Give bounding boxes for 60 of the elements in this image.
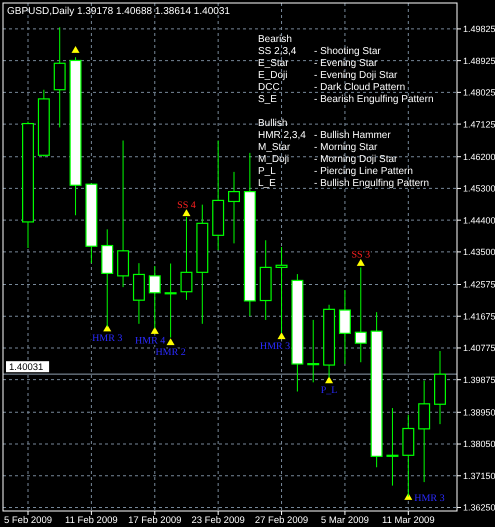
text: E_Star - Evening Star [258,58,378,69]
ref-line-label: 1.40031 [9,362,44,374]
x-tick-label: 5 Mar 2009 [320,515,369,526]
point [72,46,80,53]
annotation: Bearish [258,34,292,45]
text: DCC - Dark Cloud Pattern [258,82,406,93]
y-tick-label: 1.46200 [463,152,495,162]
data-label: HMR 3 [414,493,445,504]
y-tick-label: 1.40775 [463,343,495,354]
y-tick-label: 1.42575 [463,280,495,290]
text: L_E - Bullish Engulfing Pattern [258,178,430,189]
text: M_Doji - Morning Doji Star [258,154,398,165]
y-tick-label: 1.38050 [463,439,495,450]
chart-title: GBPUSD,Daily 1.39178 1.40688 1.38614 1.40031 [7,6,230,17]
point [182,209,190,216]
data-label: HMR 4 [134,336,166,347]
data-label: SS 3 [351,250,370,261]
y-tick-label: 1.43500 [463,247,495,258]
text: E_Doji - Evening Doji Star [258,70,398,81]
y-tick-label: 1.45300 [463,184,495,194]
x-tick-label: 17 Feb 2009 [128,515,182,526]
point [278,332,286,340]
data-label: HMR 3 [260,340,290,352]
candlestick [354,266,367,363]
y-tick-label: 1.48025 [463,88,495,98]
data-label: SS 4 [177,200,196,211]
x-tick-label: 11 Feb 2009 [65,515,118,526]
x-tick-label: 27 Feb 2009 [254,515,308,526]
point [150,326,159,334]
x-tick-label: 11 Mar 2009 [382,515,435,526]
point [356,258,365,266]
candlestick [164,263,177,338]
y-tick-label: 1.48925 [463,56,495,66]
y-tick-label: 1.41675 [463,311,495,322]
y-tick-label: 1.37150 [463,470,495,481]
data-label: HMR 3 [92,333,122,344]
point [103,324,112,332]
candlestick [338,289,351,364]
candlestick [180,216,192,300]
y-tick-label: 1.38950 [463,407,495,418]
candlestick [228,171,240,244]
y-tick-label: 1.47125 [463,119,495,130]
data-label: P_L [320,384,338,396]
text: SS 2,3,4 - Shooting Star [258,46,381,57]
text: S_E - Bearish Engulfing Pattern [258,94,434,105]
text: P_L - Piercing Line Pattern [258,166,413,177]
x-tick-label: 23 Feb 2009 [191,515,245,526]
y-tick-label: 1.36250 [463,502,495,513]
point [325,376,334,384]
y-tick-label: 1.39875 [463,374,495,385]
annotation: HMR 2,3,4 - Bullish Hammer [258,130,392,141]
y-tick-label: 1.44400 [463,215,495,226]
y-tick-label: 1.49825 [463,24,495,34]
point [166,338,175,346]
annotation: Bullish [258,118,288,129]
candlestick [386,408,398,486]
x-tick-label: 5 Feb 2009 [4,515,52,526]
text: M_Star - Morning Star [258,142,378,153]
data-label: HMR 2 [155,346,186,358]
candlestick [307,319,320,383]
